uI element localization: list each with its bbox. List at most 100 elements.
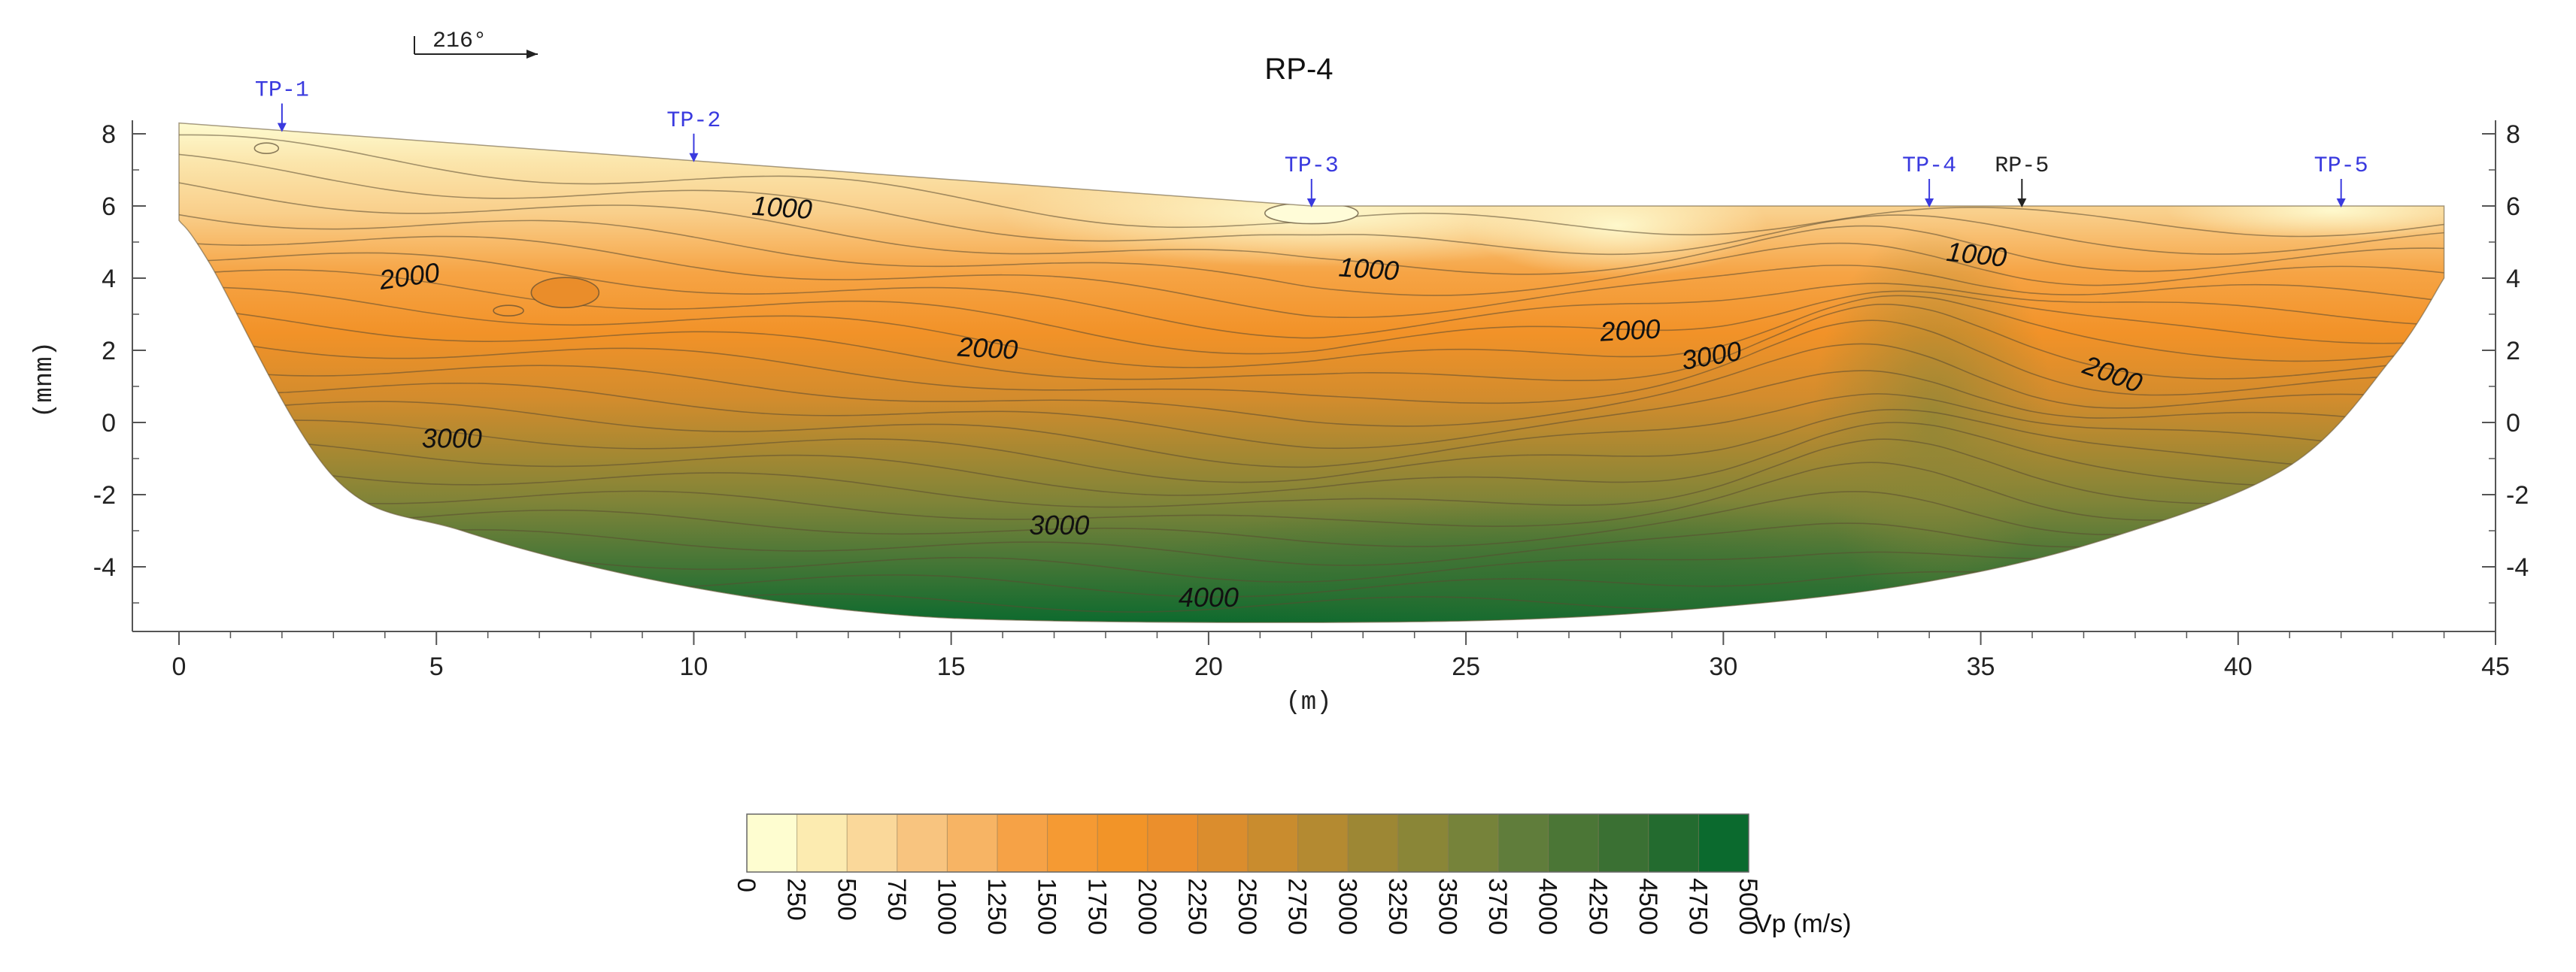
chart-title: RP-4 <box>1264 53 1333 86</box>
arrow-right-icon <box>526 50 538 59</box>
y-tick-label-right: 4 <box>2506 265 2520 293</box>
colorbar-swatch <box>1348 814 1399 872</box>
y-tick-label-left: 0 <box>102 409 116 438</box>
contour-line <box>179 150 2444 256</box>
x-tick-label: 35 <box>1967 653 1995 681</box>
colorbar-swatch <box>1598 814 1649 872</box>
contour-label: 1000 <box>751 190 813 225</box>
y-tick-label-left: 8 <box>102 120 116 149</box>
section-outline <box>178 122 2445 623</box>
x-tick-label: 15 <box>937 653 966 681</box>
colorbar-tick-label: 4000 <box>1534 878 1562 935</box>
borehole-markers: TP-1 TP-2 TP-3 TP-4 RP-5 TP-5 <box>255 78 2368 207</box>
contour-line <box>179 303 2444 382</box>
colorbar-tick-label: 1250 <box>982 878 1011 935</box>
colorbar-swatch <box>947 814 998 872</box>
contour-line <box>179 252 2444 339</box>
colorbar-swatch <box>1397 814 1449 872</box>
borehole-label: RP-5 <box>1995 153 2049 179</box>
y-axis-title: (mnm) <box>31 341 59 418</box>
x-tick-label: 20 <box>1194 653 1223 681</box>
colorbar: 0 250 500 750 1000 1250 1500 1750 2000 2250 2500 27… <box>732 813 1762 935</box>
colorbar-tick-label: 2000 <box>1133 878 1161 935</box>
contour-line <box>179 370 2444 450</box>
y-tick-label-left: -4 <box>93 553 116 582</box>
shallow-low-velocity-zone <box>1467 173 1767 278</box>
contour-line <box>179 438 2444 508</box>
contour-line <box>179 319 2444 404</box>
y-tick-label-left: 4 <box>102 265 116 293</box>
contour-label: 3000 <box>1029 510 1089 541</box>
contour-label: 2000 <box>956 331 1018 365</box>
velocity-section <box>179 123 2444 623</box>
contour-line <box>179 462 2444 527</box>
colorbar-tick-label: 1000 <box>933 878 961 935</box>
contour-line <box>179 235 2444 319</box>
colorbar-tick-label: 3250 <box>1383 878 1412 935</box>
arrow-down-icon <box>277 123 287 132</box>
colorbar-swatch <box>1147 814 1198 872</box>
y-tick-label-right: -2 <box>2506 481 2529 510</box>
borehole-label: TP-5 <box>2314 153 2368 179</box>
y-tick-label-left: 6 <box>102 192 116 221</box>
arrow-down-icon <box>2336 198 2346 207</box>
contour-line <box>179 286 2444 368</box>
y-tick-label-right: 2 <box>2506 337 2520 365</box>
contour-loop <box>493 304 524 317</box>
x-tick-label: 5 <box>429 653 444 681</box>
arrow-down-icon <box>2017 198 2027 207</box>
arrow-down-icon <box>1306 198 1316 207</box>
colorbar-swatch <box>1047 814 1098 872</box>
contour-loop <box>253 142 280 154</box>
x-axis-title: (m) <box>1285 689 1331 717</box>
contour-line <box>179 393 2444 468</box>
colorbar-tick-label: 2750 <box>1283 878 1312 935</box>
borehole-label: TP-3 <box>1285 153 1339 179</box>
colorbar-tick-label: 1750 <box>1082 878 1111 935</box>
borehole-label: TP-2 <box>666 108 721 134</box>
colorbar-swatch <box>897 814 948 872</box>
arrow-down-icon <box>1925 198 1934 207</box>
bearing-label: 216° <box>432 29 487 54</box>
contour-line <box>179 204 2444 296</box>
colorbar-tick-label: 750 <box>882 878 911 921</box>
x-tick-label: 25 <box>1452 653 1480 681</box>
colorbar-tick-label: 0 <box>732 878 760 892</box>
colorbar-tick-label: 3750 <box>1483 878 1512 935</box>
contour-line <box>179 343 2444 427</box>
colorbar-tick-label: 250 <box>782 878 811 921</box>
colorbar-tick-label: 5000 <box>1734 878 1762 935</box>
colorbar-swatch <box>1248 814 1299 872</box>
y-tick-label-left: 2 <box>102 337 116 365</box>
colorbar-swatch <box>1698 814 1749 872</box>
colorbar-title: Vp (m/s) <box>1755 910 1851 938</box>
y-tick-label-right: 0 <box>2506 409 2520 438</box>
x-tick-label: 10 <box>680 653 708 681</box>
x-tick-label: 40 <box>2224 653 2253 681</box>
colorbar-tick-label: 1500 <box>1033 878 1061 935</box>
colorbar-swatch <box>1448 814 1499 872</box>
colorbar-swatch <box>1097 814 1148 872</box>
contour-loop <box>530 277 600 309</box>
borehole-label: TP-4 <box>1902 153 1956 179</box>
contour-label: 4000 <box>1179 582 1239 613</box>
contour-label: 1000 <box>1338 251 1400 286</box>
colorbar-tick-label: 2500 <box>1233 878 1261 935</box>
x-tick-label: 45 <box>2481 653 2510 681</box>
contour-label: 3000 <box>422 423 482 454</box>
contour-line <box>179 422 2444 496</box>
contour-label: 1000 <box>1945 236 2008 273</box>
y-tick-label-right: 8 <box>2506 120 2520 149</box>
arrow-down-icon <box>689 153 699 162</box>
colorbar-swatch <box>796 814 848 872</box>
contour-line <box>179 408 2444 483</box>
colorbar-tick-label: 3500 <box>1434 878 1462 935</box>
colorbar-tick-label: 4500 <box>1634 878 1662 935</box>
colorbar-tick-label: 500 <box>832 878 860 921</box>
colorbar-swatch <box>997 814 1048 872</box>
colorbar-swatch <box>1648 814 1699 872</box>
high-velocity-zone <box>1128 496 2031 623</box>
y-tick-label-right: -4 <box>2506 553 2529 582</box>
